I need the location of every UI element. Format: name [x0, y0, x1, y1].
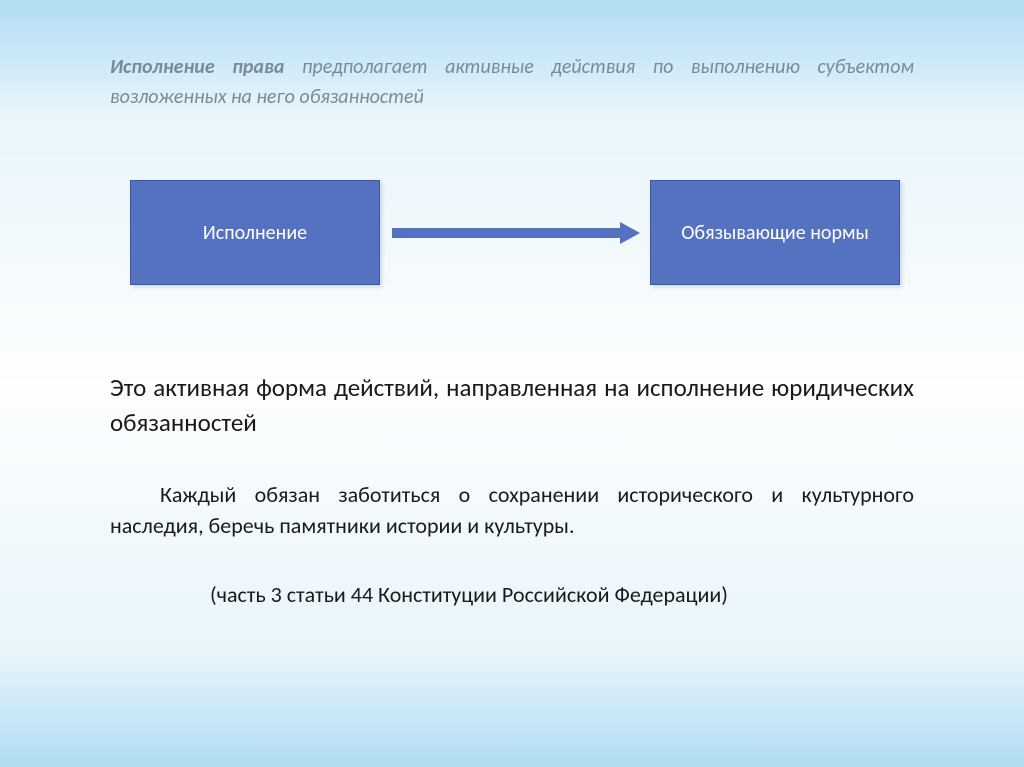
arrow-head [620, 222, 640, 244]
header-bold: Исполнение права [110, 55, 284, 79]
arrow-line [392, 228, 622, 238]
box-norms-label: Обязывающие нормы [681, 221, 869, 245]
flow-diagram: Исполнение Обязывающие нормы [130, 180, 900, 290]
header-text: Исполнение права предполагает активные д… [110, 52, 914, 112]
definition-text: Это активная форма действий, направленна… [110, 370, 914, 440]
box-execution-label: Исполнение [203, 221, 307, 245]
body-paragraph: Каждый обязан заботиться о сохранении ис… [110, 480, 914, 542]
arrow-icon [392, 222, 640, 244]
box-execution: Исполнение [130, 180, 380, 285]
citation-text: (часть 3 статьи 44 Конституции Российско… [110, 580, 914, 611]
box-norms: Обязывающие нормы [650, 180, 900, 285]
